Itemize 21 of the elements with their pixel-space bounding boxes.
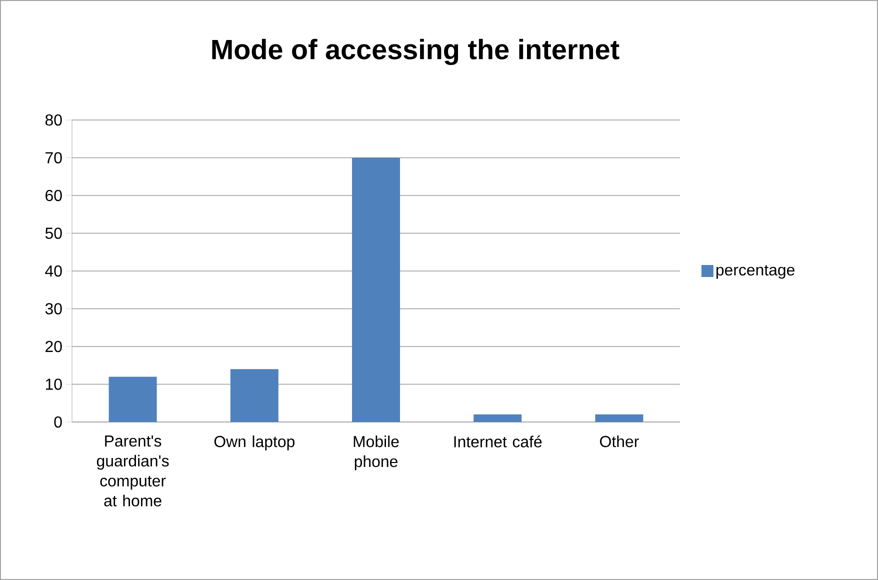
bar: [230, 369, 278, 422]
bar: [595, 414, 644, 422]
y-tick-label: 70: [46, 152, 62, 164]
y-tick-label: 60: [46, 190, 62, 202]
y-tick-label: 10: [46, 378, 62, 390]
y-tick-label: 30: [45, 303, 62, 314]
x-tick-label: Own laptop: [214, 436, 294, 450]
bar: [352, 158, 400, 422]
y-tick-label: 50: [45, 228, 62, 239]
legend-label: percentage: [716, 265, 794, 279]
y-tick-label: 20: [46, 340, 62, 352]
bar: [108, 376, 157, 422]
chart-title: Mode of accessing the internet: [212, 38, 620, 66]
x-tick-label: Other: [600, 436, 639, 448]
x-tick-label: Parent's guardian's computer at home: [96, 436, 169, 506]
y-tick-label: 40: [45, 265, 62, 277]
y-tick-label: 0: [54, 416, 62, 428]
x-tick-label: Mobile phone: [354, 436, 399, 470]
bar: [474, 414, 522, 422]
y-tick-label: 80: [45, 114, 62, 126]
x-tick-label: Internet café: [454, 436, 542, 448]
